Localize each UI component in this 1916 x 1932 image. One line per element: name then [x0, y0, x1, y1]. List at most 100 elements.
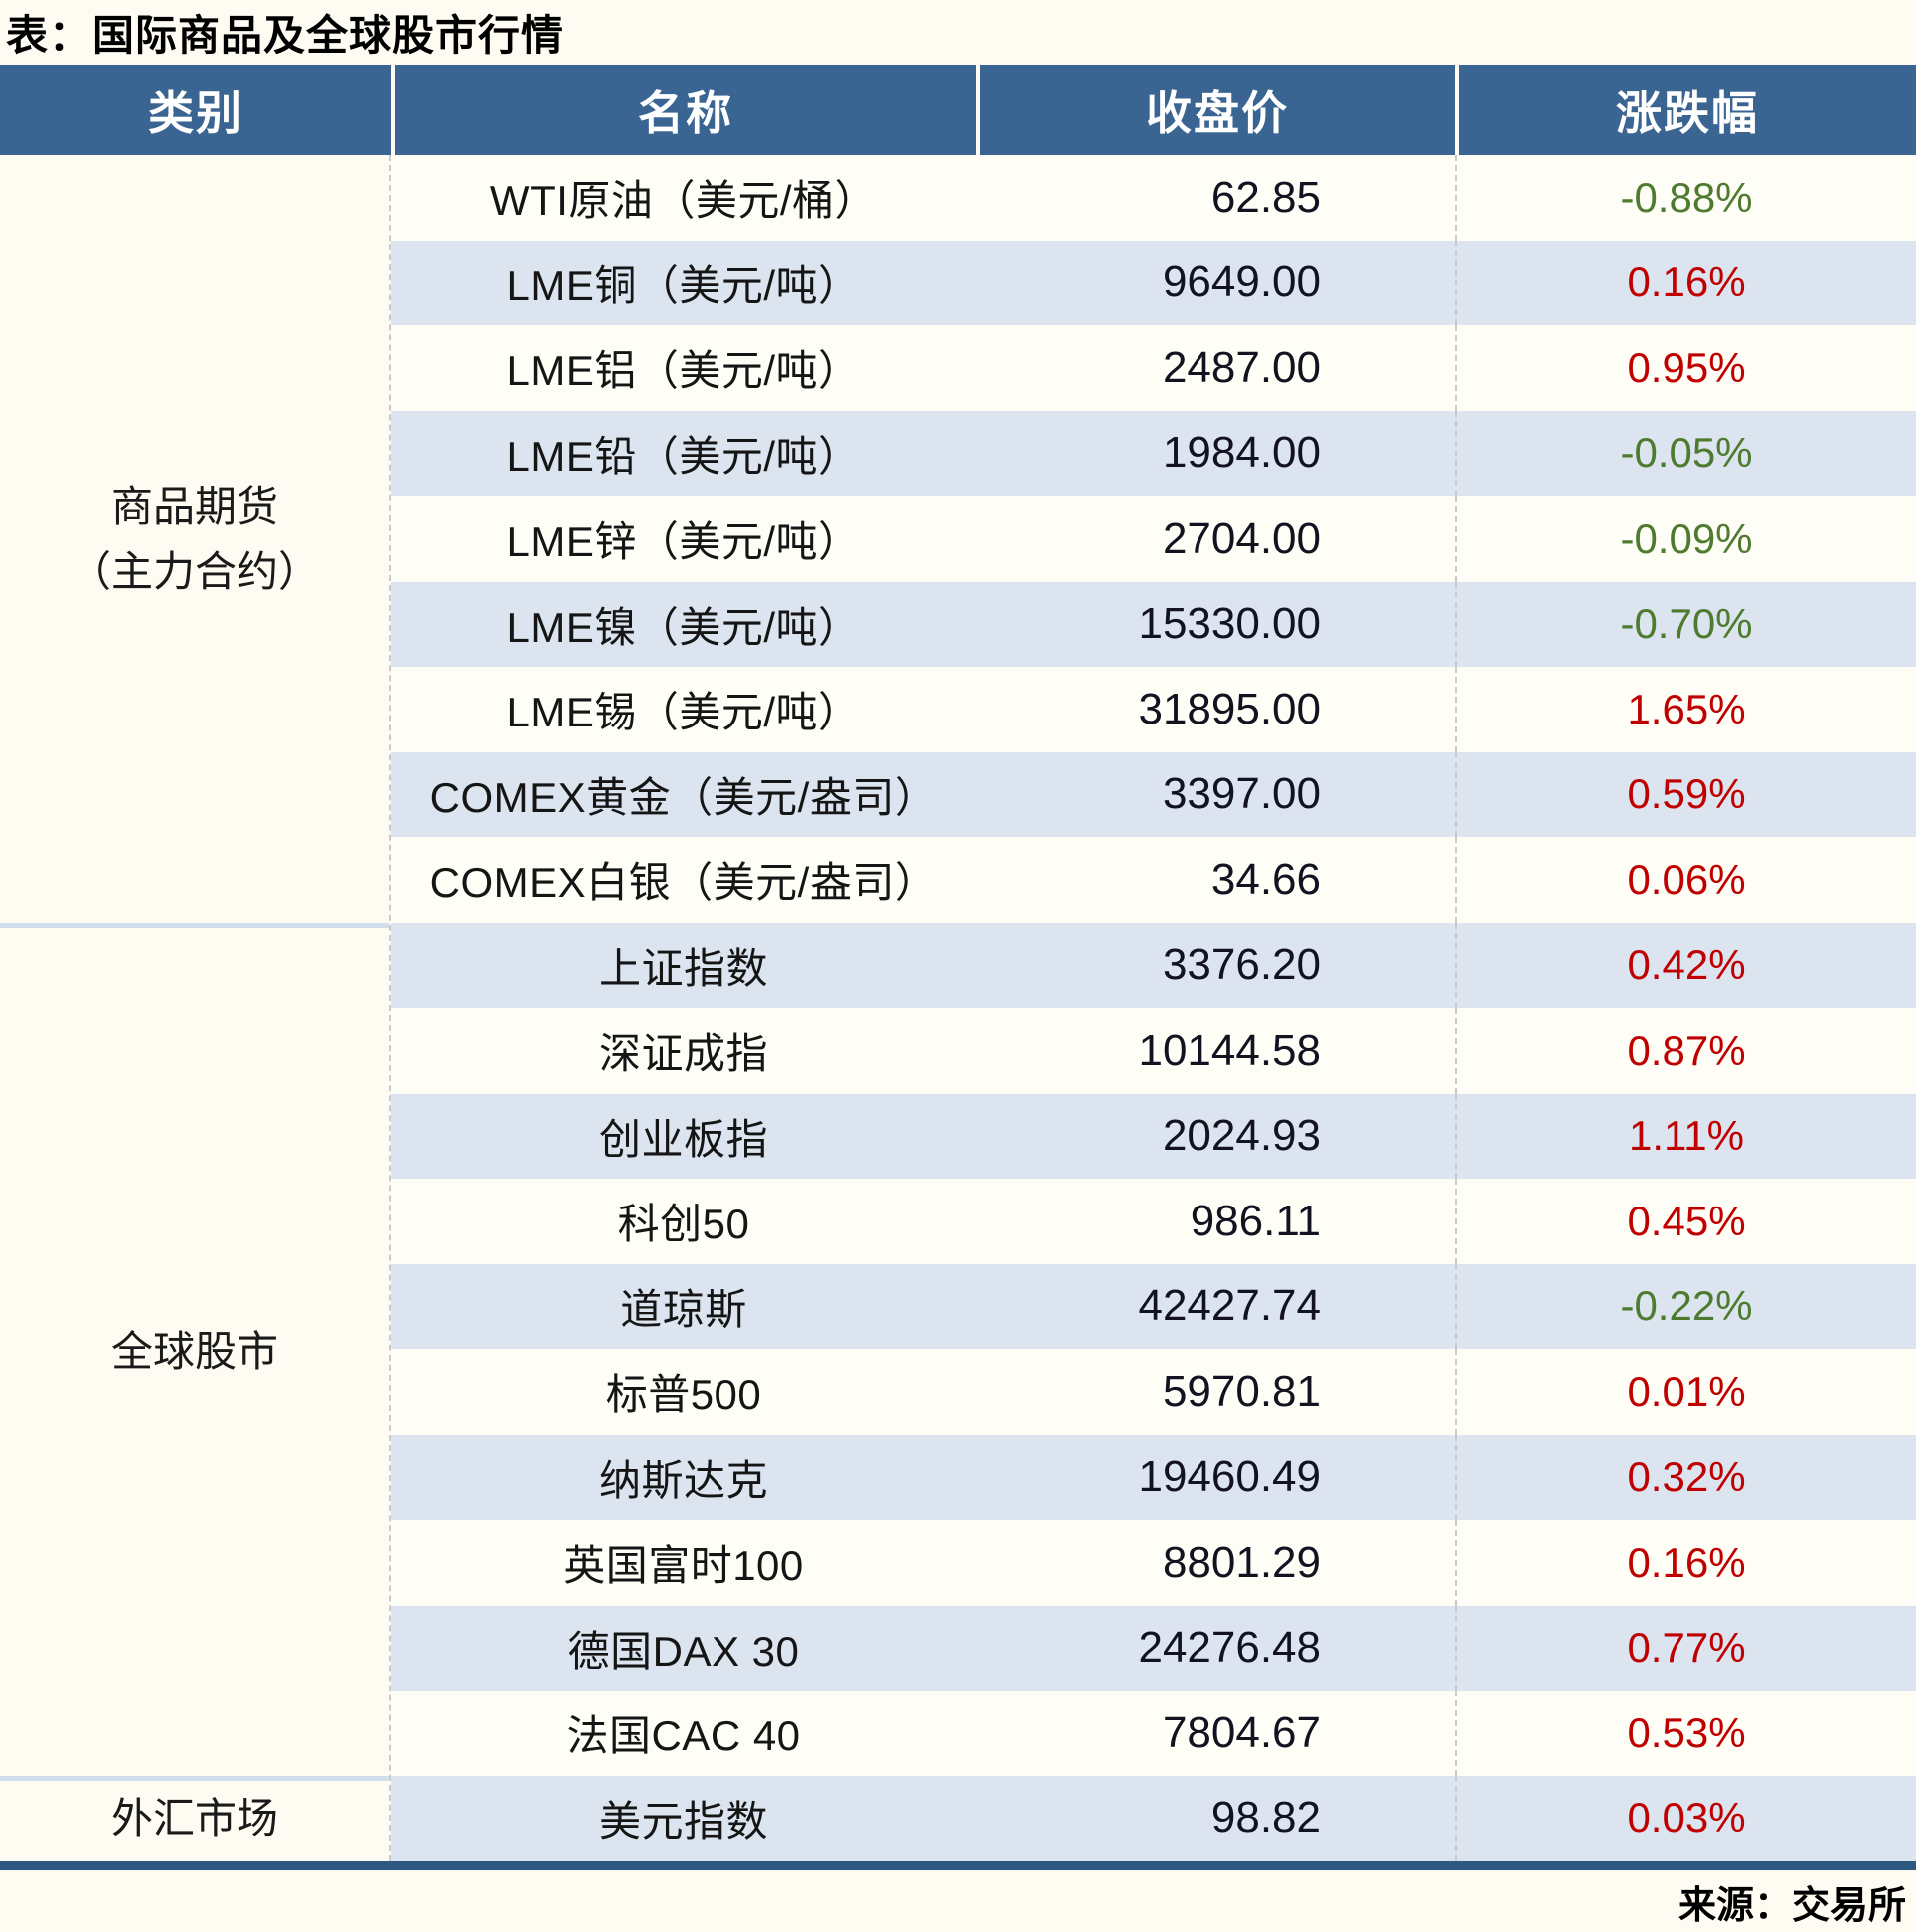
instrument-name: 美元指数 — [598, 1797, 768, 1845]
header-close-price: 收盘价 — [976, 65, 1455, 155]
header-name: 名称 — [391, 65, 976, 155]
table-row: 深证成指 10144.58 0.87% — [391, 1008, 1916, 1094]
change-percent: 0.42% — [1455, 922, 1916, 1008]
instrument-name: LME铅（美元/吨） — [506, 432, 861, 480]
close-price: 34.66 — [1210, 854, 1321, 904]
close-price: 15330.00 — [1138, 599, 1321, 649]
close-price: 19460.49 — [1138, 1452, 1321, 1502]
instrument-name: 德国DAX 30 — [567, 1627, 800, 1675]
instrument-name: COMEX黄金（美元/盎司） — [429, 773, 938, 821]
instrument-name: 创业板指 — [598, 1115, 768, 1163]
change-percent: 0.03% — [1455, 1775, 1916, 1861]
instrument-name: 上证指数 — [598, 944, 768, 992]
instrument-name: 深证成指 — [598, 1030, 768, 1078]
close-price: 9649.00 — [1162, 257, 1321, 307]
close-price: 10144.58 — [1138, 1025, 1321, 1075]
table-title: 表：国际商品及全球股市行情 — [6, 12, 565, 59]
table-row: 道琼斯 42427.74 -0.22% — [391, 1263, 1916, 1349]
instrument-name: LME锡（美元/吨） — [506, 689, 861, 736]
table-row: COMEX黄金（美元/盎司） 3397.00 0.59% — [391, 751, 1916, 837]
table-row: 纳斯达克 19460.49 0.32% — [391, 1434, 1916, 1520]
close-price: 24276.48 — [1138, 1623, 1321, 1673]
change-percent: 0.32% — [1455, 1434, 1916, 1520]
instrument-name: LME镍（美元/吨） — [506, 603, 861, 651]
category-label-line: （主力合约） — [68, 547, 320, 595]
close-price: 3376.20 — [1162, 940, 1321, 990]
table-row: 德国DAX 30 24276.48 0.77% — [391, 1605, 1916, 1690]
instrument-name: LME锌（美元/吨） — [506, 518, 861, 566]
table-row: LME铜（美元/吨） 9649.00 0.16% — [391, 240, 1916, 325]
table-row: LME镍（美元/吨） 15330.00 -0.70% — [391, 581, 1916, 667]
change-percent: -0.09% — [1455, 496, 1916, 582]
market-table: 类别 名称 收盘价 涨跌幅 商品期货 （主力合约） 全球股市 外汇市场 — [0, 65, 1916, 1861]
change-percent: 0.06% — [1455, 837, 1916, 923]
change-percent: 1.65% — [1455, 667, 1916, 752]
close-price: 42427.74 — [1138, 1281, 1321, 1331]
title-bar: 表：国际商品及全球股市行情 — [0, 0, 1916, 65]
table-row: 创业板指 2024.93 1.11% — [391, 1093, 1916, 1179]
category-commodity-futures: 商品期货 （主力合约） — [0, 155, 389, 923]
change-percent: 0.16% — [1455, 1520, 1916, 1606]
close-price: 2487.00 — [1162, 342, 1321, 392]
table-row: 上证指数 3376.20 0.42% — [391, 922, 1916, 1008]
table-row: LME锌（美元/吨） 2704.00 -0.09% — [391, 496, 1916, 582]
close-price: 2704.00 — [1162, 513, 1321, 563]
close-price: 62.85 — [1210, 172, 1321, 222]
table-row: 英国富时100 8801.29 0.16% — [391, 1520, 1916, 1606]
instrument-name: WTI原油（美元/桶） — [489, 177, 878, 225]
close-price: 98.82 — [1210, 1793, 1321, 1843]
change-percent: -0.22% — [1455, 1263, 1916, 1349]
table-row: 标普500 5970.81 0.01% — [391, 1349, 1916, 1435]
close-price: 986.11 — [1190, 1196, 1321, 1245]
change-percent: 0.77% — [1455, 1605, 1916, 1690]
header-change-percent: 涨跌幅 — [1455, 65, 1916, 155]
category-forex-market: 外汇市场 — [0, 1775, 389, 1857]
close-price: 5970.81 — [1162, 1366, 1321, 1416]
instrument-name: 法国CAC 40 — [566, 1712, 801, 1760]
change-percent: 0.53% — [1455, 1690, 1916, 1776]
category-column: 商品期货 （主力合约） 全球股市 外汇市场 — [0, 155, 391, 1861]
footer-bar: 来源：交易所 — [0, 1870, 1916, 1932]
table-row: 科创50 986.11 0.45% — [391, 1179, 1916, 1264]
table-row: 美元指数 98.82 0.03% — [391, 1775, 1916, 1861]
table-row: COMEX白银（美元/盎司） 34.66 0.06% — [391, 837, 1916, 923]
table-row: 法国CAC 40 7804.67 0.53% — [391, 1690, 1916, 1776]
instrument-name: 道琼斯 — [620, 1285, 747, 1333]
change-percent: 0.01% — [1455, 1349, 1916, 1435]
instrument-name: 科创50 — [617, 1201, 750, 1248]
instrument-name: LME铝（美元/吨） — [506, 347, 861, 395]
instrument-name: 英国富时100 — [563, 1542, 804, 1590]
table-row: WTI原油（美元/桶） 62.85 -0.88% — [391, 155, 1916, 241]
close-price: 31895.00 — [1138, 684, 1321, 733]
source-label: 来源：交易所 — [1677, 1884, 1906, 1927]
header-category: 类别 — [0, 65, 391, 155]
change-percent: 0.45% — [1455, 1179, 1916, 1264]
change-percent: 0.59% — [1455, 751, 1916, 837]
table-header-row: 类别 名称 收盘价 涨跌幅 — [0, 65, 1916, 155]
table-row: LME铅（美元/吨） 1984.00 -0.05% — [391, 410, 1916, 496]
instrument-name: 标普500 — [605, 1371, 762, 1419]
close-price: 8801.29 — [1162, 1537, 1321, 1587]
category-label-line: 全球股市 — [110, 1327, 278, 1375]
change-percent: -0.05% — [1455, 410, 1916, 496]
instrument-name: COMEX白银（美元/盎司） — [429, 859, 938, 907]
close-price: 7804.67 — [1162, 1707, 1321, 1757]
category-label-line: 商品期货 — [110, 482, 278, 530]
data-rows: WTI原油（美元/桶） 62.85 -0.88% LME铜（美元/吨） 9649… — [391, 155, 1916, 1861]
close-price: 3397.00 — [1162, 769, 1321, 819]
instrument-name: LME铜（美元/吨） — [506, 261, 861, 309]
category-label-line: 外汇市场 — [110, 1794, 278, 1842]
change-percent: 0.87% — [1455, 1008, 1916, 1094]
change-percent: -0.88% — [1455, 155, 1916, 241]
change-percent: 0.95% — [1455, 325, 1916, 411]
table-row: LME铝（美元/吨） 2487.00 0.95% — [391, 325, 1916, 411]
table-bottom-rule — [0, 1861, 1916, 1870]
close-price: 2024.93 — [1162, 1111, 1321, 1161]
instrument-name: 纳斯达克 — [598, 1456, 768, 1504]
close-price: 1984.00 — [1162, 428, 1321, 478]
change-percent: -0.70% — [1455, 581, 1916, 667]
change-percent: 0.16% — [1455, 240, 1916, 325]
table-body: 商品期货 （主力合约） 全球股市 外汇市场 WTI原油（美元/桶） 62.85 … — [0, 155, 1916, 1861]
change-percent: 1.11% — [1455, 1093, 1916, 1179]
